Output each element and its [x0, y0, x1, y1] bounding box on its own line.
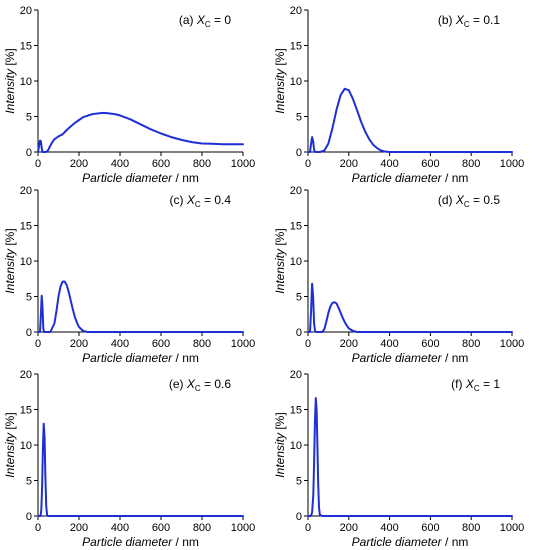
- x-tick-label: 600: [421, 158, 439, 170]
- panel-label: (d) XC = 0.5: [438, 193, 500, 209]
- y-tick-label: 5: [26, 292, 32, 304]
- y-tick-label: 10: [20, 440, 32, 452]
- series-line-0: [307, 397, 513, 517]
- y-tick-label: 15: [290, 41, 302, 53]
- x-tick-label: 200: [340, 158, 358, 170]
- panel-label: (a) XC = 0: [179, 13, 231, 29]
- panel-label: (f) XC = 1: [451, 377, 500, 393]
- x-tick-label: 200: [70, 522, 88, 534]
- x-tick-label: 800: [193, 158, 211, 170]
- x-tick-label: 0: [305, 338, 311, 350]
- y-tick-label: 10: [20, 256, 32, 268]
- y-tick-label: 5: [296, 476, 302, 488]
- y-tick-label: 0: [296, 511, 302, 523]
- y-axis-label: Intensity [%]: [273, 228, 287, 293]
- y-tick-label: 20: [290, 369, 302, 381]
- x-tick-label: 800: [462, 522, 480, 534]
- y-tick-label: 0: [26, 147, 32, 159]
- x-tick-label: 1000: [500, 338, 524, 350]
- y-tick-label: 5: [26, 112, 32, 124]
- panel-label: (b) XC = 0.1: [438, 13, 500, 29]
- y-axis-label: Intensity [%]: [273, 48, 287, 113]
- x-tick-label: 800: [462, 338, 480, 350]
- x-tick-label: 0: [305, 522, 311, 534]
- x-tick-label: 600: [421, 522, 439, 534]
- x-tick-label: 1000: [231, 338, 255, 350]
- x-tick-label: 400: [380, 338, 398, 350]
- y-tick-label: 0: [296, 147, 302, 159]
- y-tick-label: 15: [20, 405, 32, 417]
- y-tick-label: 20: [290, 185, 302, 197]
- x-axis-label: Particle diameter / nm: [82, 535, 199, 549]
- x-tick-label: 800: [193, 338, 211, 350]
- x-tick-label: 0: [35, 522, 41, 534]
- series-line-0: [307, 87, 513, 153]
- x-tick-label: 200: [340, 338, 358, 350]
- y-axis-label: Intensity [%]: [3, 412, 17, 477]
- x-tick-label: 600: [152, 522, 170, 534]
- x-tick-label: 200: [70, 158, 88, 170]
- x-axis-label: Particle diameter / nm: [82, 171, 199, 185]
- x-tick-label: 0: [305, 158, 311, 170]
- panel-label: (c) XC = 0.4: [170, 193, 232, 209]
- y-tick-label: 20: [20, 369, 32, 381]
- panel-label: (e) XC = 0.6: [169, 377, 231, 393]
- x-tick-label: 400: [111, 158, 129, 170]
- x-tick-label: 0: [35, 158, 41, 170]
- x-tick-label: 600: [152, 338, 170, 350]
- x-tick-label: 1000: [231, 158, 255, 170]
- x-axis-label: Particle diameter / nm: [82, 351, 199, 365]
- x-tick-label: 0: [35, 338, 41, 350]
- y-tick-label: 20: [20, 185, 32, 197]
- y-tick-label: 20: [290, 5, 302, 17]
- y-axis-label: Intensity [%]: [3, 48, 17, 113]
- x-tick-label: 600: [152, 158, 170, 170]
- x-tick-label: 1000: [500, 522, 524, 534]
- y-tick-label: 5: [26, 476, 32, 488]
- x-tick-label: 400: [111, 338, 129, 350]
- series-line-0: [37, 422, 244, 517]
- x-tick-label: 200: [70, 338, 88, 350]
- series-line-0: [307, 282, 513, 333]
- y-tick-label: 10: [290, 440, 302, 452]
- x-tick-label: 1000: [500, 158, 524, 170]
- y-tick-label: 15: [290, 221, 302, 233]
- x-axis-label: Particle diameter / nm: [352, 171, 469, 185]
- x-tick-label: 800: [462, 158, 480, 170]
- x-tick-label: 200: [340, 522, 358, 534]
- y-axis-label: Intensity [%]: [273, 412, 287, 477]
- series-line-0: [37, 111, 244, 153]
- x-axis-label: Particle diameter / nm: [352, 535, 469, 549]
- x-axis-label: Particle diameter / nm: [352, 351, 469, 365]
- y-tick-label: 20: [20, 5, 32, 17]
- y-tick-label: 5: [296, 292, 302, 304]
- y-tick-label: 0: [26, 327, 32, 339]
- y-tick-label: 5: [296, 112, 302, 124]
- y-tick-label: 15: [20, 221, 32, 233]
- y-tick-label: 10: [20, 76, 32, 88]
- x-tick-label: 400: [111, 522, 129, 534]
- series-line-0: [37, 280, 244, 333]
- x-tick-label: 600: [421, 338, 439, 350]
- y-tick-label: 0: [296, 327, 302, 339]
- y-tick-label: 0: [26, 511, 32, 523]
- x-tick-label: 400: [380, 522, 398, 534]
- y-tick-label: 10: [290, 256, 302, 268]
- y-tick-label: 10: [290, 76, 302, 88]
- y-axis-label: Intensity [%]: [3, 228, 17, 293]
- x-tick-label: 800: [193, 522, 211, 534]
- y-tick-label: 15: [20, 41, 32, 53]
- x-tick-label: 1000: [231, 522, 255, 534]
- x-tick-label: 400: [380, 158, 398, 170]
- y-tick-label: 15: [290, 405, 302, 417]
